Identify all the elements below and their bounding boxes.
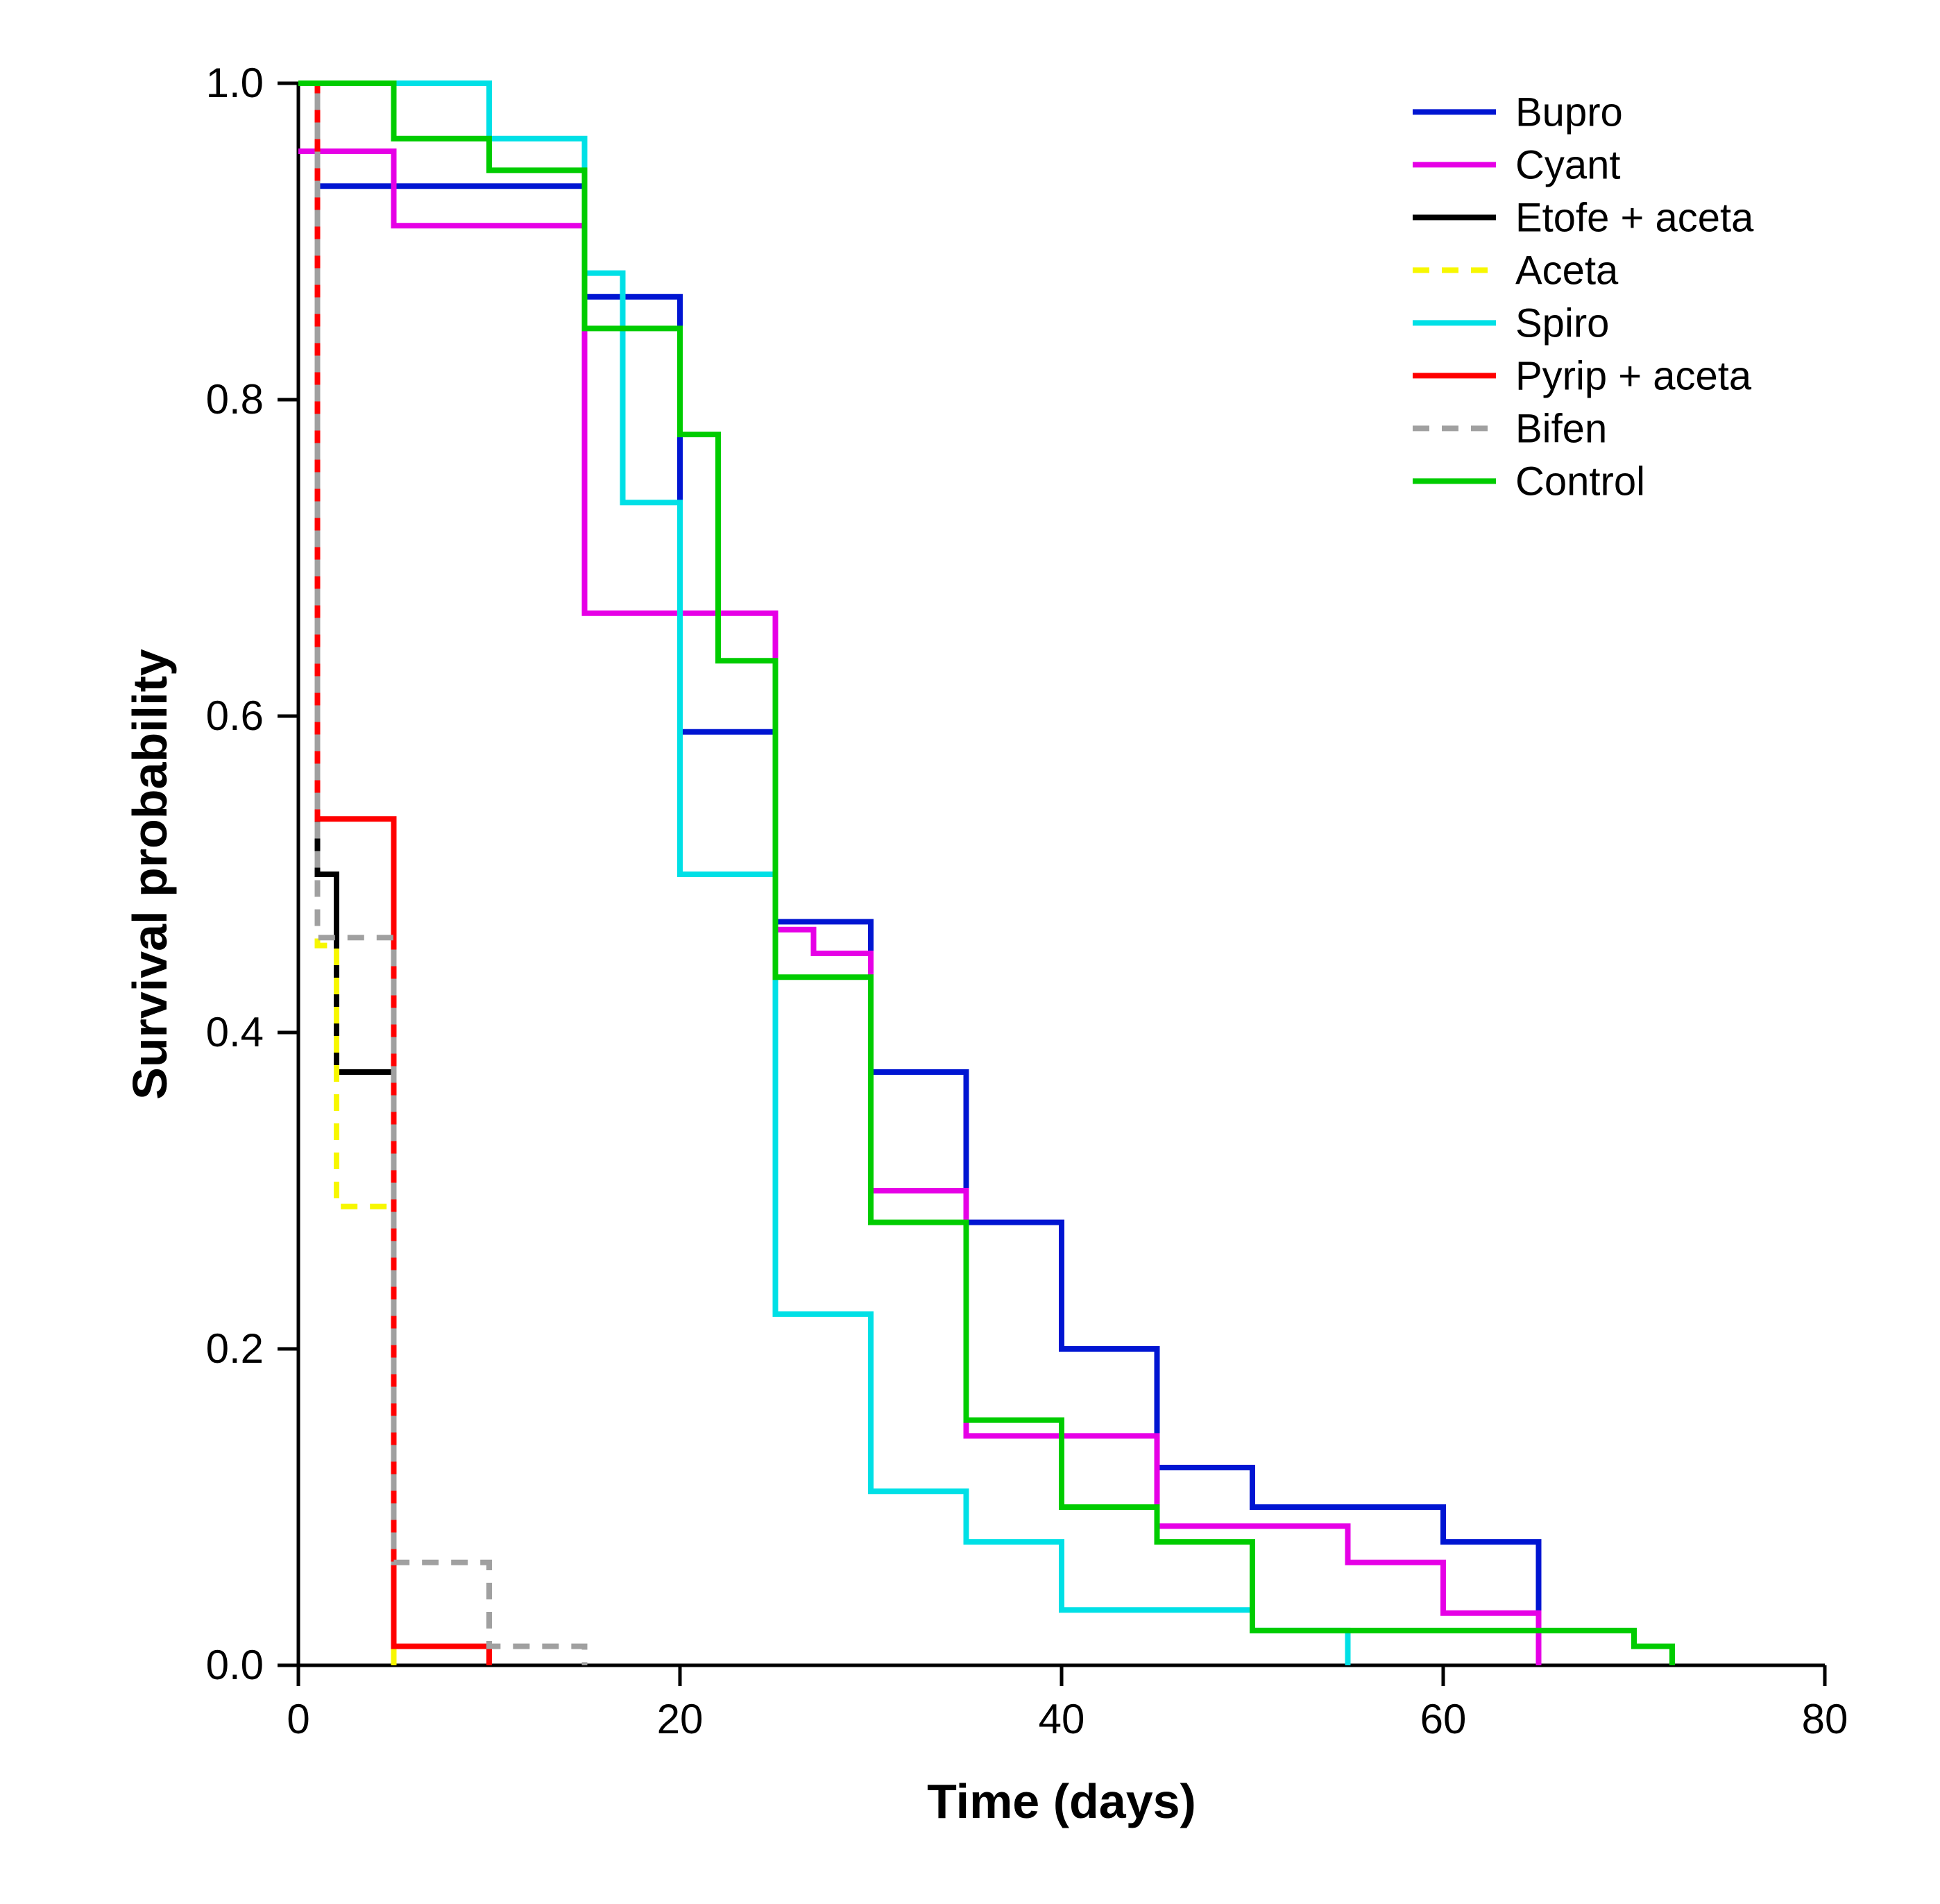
x-axis-label: Time (days) <box>927 1774 1196 1828</box>
legend-label: Control <box>1515 459 1645 504</box>
x-tick-label: 20 <box>657 1696 704 1742</box>
y-tick-label: 0.0 <box>206 1642 264 1688</box>
y-tick-label: 0.8 <box>206 376 264 423</box>
y-tick-label: 0.4 <box>206 1009 264 1055</box>
x-tick-label: 60 <box>1420 1696 1467 1742</box>
chart-svg: 0 20 40 60 80 0.0 0.2 0.4 0.6 0.8 1.0 Time (days) Su… <box>0 0 1940 1904</box>
legend-label: Bupro <box>1515 90 1623 135</box>
legend-label: Pyrip + aceta <box>1515 353 1752 398</box>
y-axis-label: Survival probability <box>123 649 177 1100</box>
survival-chart: 0 20 40 60 80 0.0 0.2 0.4 0.6 0.8 1.0 Time (days) Su… <box>0 0 1940 1904</box>
legend-label: Aceta <box>1515 248 1619 293</box>
legend-label: Bifen <box>1515 406 1607 451</box>
y-tick-label: 1.0 <box>206 60 264 106</box>
legend-label: Spiro <box>1515 300 1609 346</box>
x-tick-label: 40 <box>1039 1696 1085 1742</box>
y-tick-label: 0.6 <box>206 692 264 739</box>
x-tick-label: 80 <box>1802 1696 1848 1742</box>
y-tick-label: 0.2 <box>206 1325 264 1372</box>
x-tick-label: 0 <box>287 1696 309 1742</box>
legend-label: Etofe + aceta <box>1515 195 1754 240</box>
legend-label: Cyant <box>1515 142 1621 187</box>
